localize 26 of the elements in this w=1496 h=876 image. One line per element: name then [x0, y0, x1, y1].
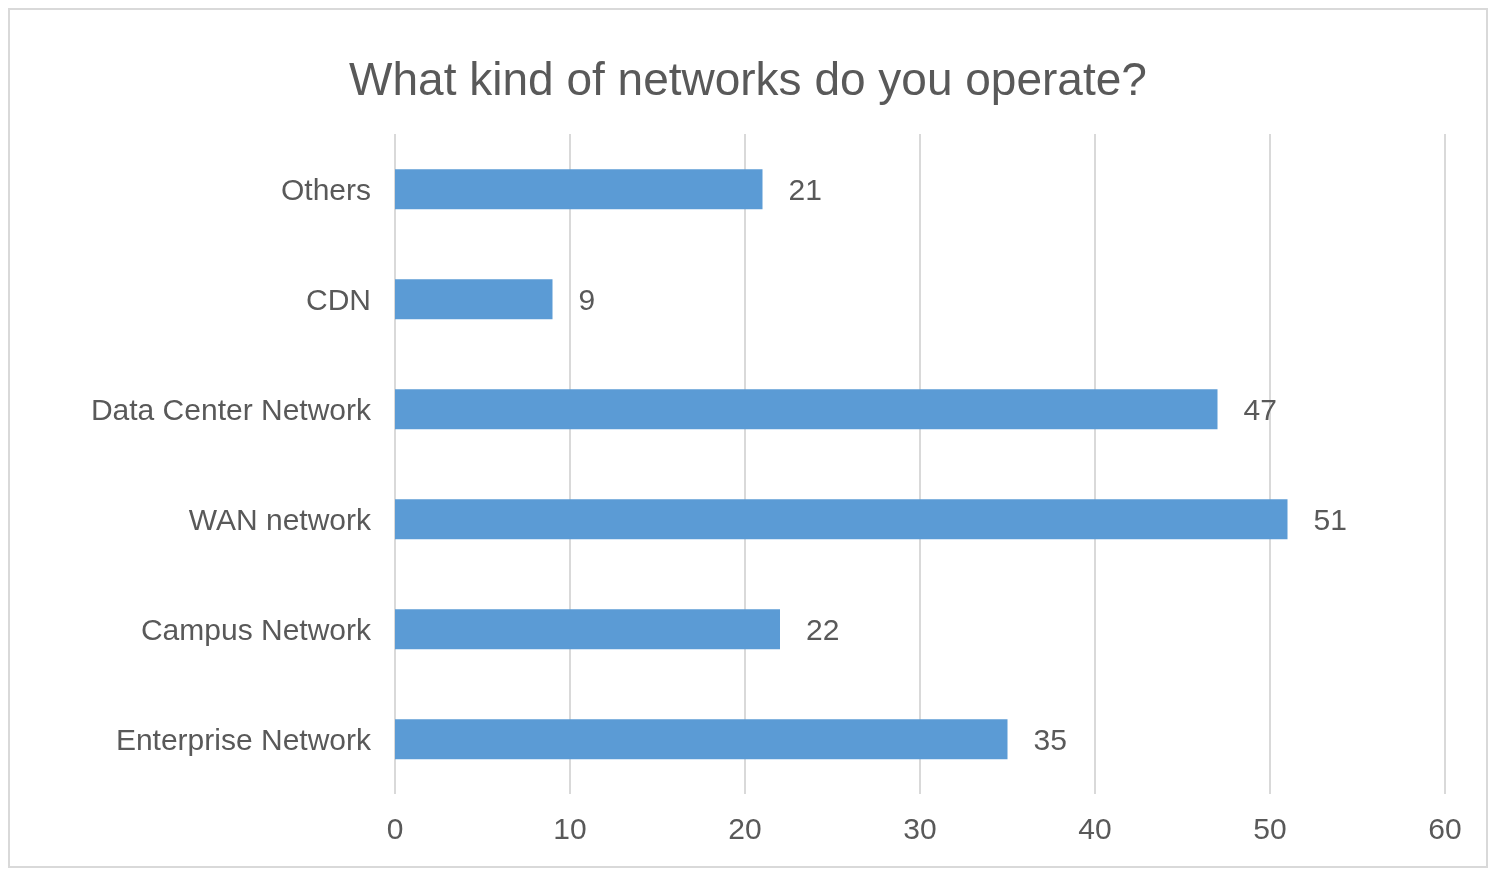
bar: [395, 719, 1008, 760]
data-label: 35: [1033, 722, 1067, 756]
bar: [395, 609, 780, 650]
data-label: 22: [806, 612, 840, 646]
x-tick-label: 40: [1078, 812, 1112, 846]
x-tick-label: 0: [386, 812, 404, 846]
x-tick-label: 60: [1428, 812, 1462, 846]
x-tick-label: 50: [1253, 812, 1287, 846]
bar: [395, 389, 1218, 430]
data-label: 47: [1243, 392, 1277, 426]
x-tick-label: 30: [903, 812, 937, 846]
chart-title: What kind of networks do you operate?: [348, 52, 1148, 107]
data-label: 21: [788, 172, 822, 206]
y-tick-label: CDN: [306, 282, 371, 316]
data-label: 9: [578, 282, 596, 316]
bar: [395, 279, 553, 320]
x-tick-label: 10: [553, 812, 587, 846]
y-tick-label: Others: [280, 172, 371, 206]
data-label: 51: [1313, 502, 1347, 536]
y-tick-label: WAN network: [188, 502, 372, 536]
y-tick-label: Data Center Network: [90, 392, 372, 426]
x-tick-label: 20: [728, 812, 762, 846]
bar: [395, 169, 763, 210]
y-tick-label: Campus Network: [140, 612, 372, 646]
bar: [395, 499, 1288, 540]
y-tick-label: Enterprise Network: [115, 722, 372, 756]
